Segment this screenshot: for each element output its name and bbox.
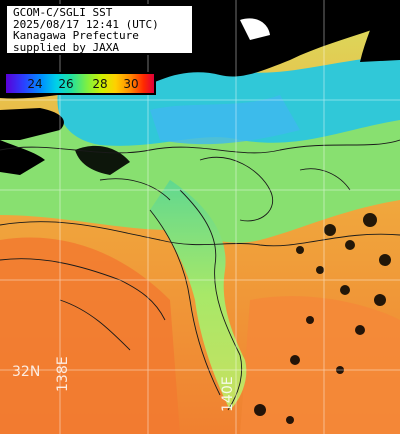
land-cloud-peninsula bbox=[0, 140, 45, 175]
caption-supplier: supplied by JAXA bbox=[13, 40, 119, 54]
temperature-colorbar: 24 26 28 30 bbox=[4, 72, 156, 95]
cloud-specks bbox=[254, 213, 391, 424]
map-caption: GCOM-C/SGLI SST 2025/08/17 12:41 (UTC) K… bbox=[5, 4, 194, 55]
isotherm-contours bbox=[0, 139, 400, 411]
caption-datetime: 2025/08/17 12:41 (UTC) bbox=[13, 17, 159, 31]
colorbar-label-30: 30 bbox=[123, 77, 139, 91]
colorbar-label-24: 24 bbox=[27, 77, 43, 91]
colorbar-label-28: 28 bbox=[92, 77, 108, 91]
latitude-label-32n: 32N bbox=[12, 364, 41, 380]
mid-water-tongue bbox=[150, 180, 247, 410]
caption-product: GCOM-C/SGLI SST bbox=[13, 6, 113, 19]
colorbar-label-26: 26 bbox=[58, 77, 74, 91]
land-cloud-east bbox=[360, 0, 400, 62]
longitude-label-138e: 138E bbox=[55, 356, 71, 392]
land-cloud-west bbox=[0, 108, 64, 140]
cloud-patch bbox=[240, 18, 270, 40]
caption-region: Kanagawa Prefecture bbox=[13, 29, 139, 42]
cool-water-bay bbox=[150, 95, 300, 145]
hot-water-southwest bbox=[0, 237, 180, 434]
longitude-label-140e: 140E bbox=[220, 376, 236, 412]
